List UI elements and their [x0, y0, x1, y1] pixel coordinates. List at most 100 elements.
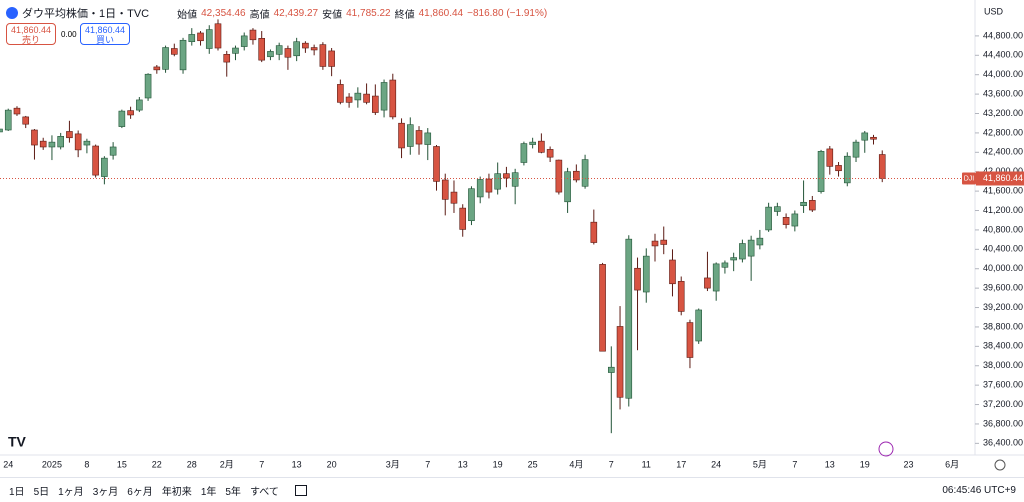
- sell-button[interactable]: 41,860.44 売り: [6, 23, 56, 45]
- candle-body: [118, 110, 126, 127]
- candle-body: [809, 200, 816, 211]
- y-tick-label: 42,800.00: [983, 127, 1023, 137]
- y-tick-label: 42,400.00: [983, 147, 1023, 157]
- candle-body: [249, 29, 257, 41]
- candle-body: [92, 145, 99, 176]
- candle-body: [153, 66, 161, 71]
- range-button[interactable]: 3ヶ月: [92, 487, 119, 498]
- y-tick-label: 43,200.00: [983, 108, 1023, 118]
- candle-body: [389, 79, 397, 118]
- candle-body: [363, 93, 370, 103]
- candle-body: [162, 47, 169, 70]
- candle-body: [22, 116, 30, 125]
- range-button[interactable]: 5日: [33, 487, 50, 498]
- candle-body: [878, 154, 886, 179]
- x-tick-label: 7: [609, 459, 614, 469]
- y-tick-label: 39,200.00: [983, 302, 1023, 312]
- candle-body: [48, 141, 56, 148]
- label: 買い: [95, 35, 114, 45]
- change: −816.80 (−1.91%): [467, 7, 548, 19]
- y-tick-label: 37,200.00: [983, 399, 1023, 409]
- range-button[interactable]: 1ヶ月: [58, 487, 84, 498]
- candle-body: [538, 140, 545, 153]
- x-tick-label: 6月: [945, 459, 959, 469]
- candle-body: [171, 48, 178, 55]
- x-tick-label: 13: [825, 459, 835, 469]
- price: 41,860.44: [10, 25, 52, 35]
- alert-icon[interactable]: [878, 441, 894, 457]
- candle-body: [651, 240, 659, 247]
- x-tick-label: 7: [259, 459, 264, 469]
- candle-body: [232, 47, 239, 54]
- candle-body: [677, 281, 685, 312]
- candle-body: [747, 239, 755, 257]
- settings-icon[interactable]: [994, 459, 1006, 471]
- candle-body: [398, 122, 405, 149]
- candle-body: [372, 95, 379, 113]
- candle-body: [642, 255, 650, 293]
- y-tick-label: 37,600.00: [983, 380, 1023, 390]
- symbol-icon[interactable]: [6, 7, 18, 19]
- y-tick-label: 43,600.00: [983, 88, 1023, 98]
- candle-body: [468, 188, 475, 222]
- x-tick-label: 20: [327, 459, 337, 469]
- candle-body: [441, 179, 449, 200]
- chart: USD TV 36,400.00 36,800.00 37,200.00 37,600…: [0, 0, 1024, 471]
- candle-body: [546, 149, 554, 158]
- candle-body: [101, 157, 108, 177]
- range-button[interactable]: 1日: [9, 487, 25, 498]
- candle-body: [424, 132, 432, 145]
- range-button[interactable]: 年初来: [161, 487, 192, 498]
- candle-body: [144, 73, 152, 99]
- range-button[interactable]: 1年: [200, 487, 217, 498]
- legend: ダウ平均株価・1日・TVC 始値 42,354.46 高値 42,439.27 安値…: [6, 5, 547, 21]
- candle-body: [721, 262, 729, 268]
- x-tick-label: 17: [676, 459, 686, 469]
- y-tick-label: 41,200.00: [983, 205, 1023, 215]
- candle-body: [503, 173, 510, 179]
- candle-body: [310, 47, 318, 51]
- candle-body: [136, 99, 143, 111]
- candle-body: [109, 146, 117, 156]
- candle-body: [800, 201, 807, 206]
- candle-body: [74, 133, 82, 151]
- label: 終値: [394, 9, 415, 21]
- candle-body: [756, 237, 764, 246]
- candle-body: [406, 124, 414, 147]
- candle-body: [573, 170, 580, 181]
- x-tick-label: 2025: [42, 459, 62, 469]
- x-tick-label: 19: [493, 459, 503, 469]
- candle-body: [861, 132, 869, 141]
- candle-body: [607, 366, 615, 373]
- candle-body: [214, 23, 222, 49]
- candle-body: [337, 84, 344, 103]
- calendar-icon[interactable]: [294, 485, 307, 496]
- range-button[interactable]: すべて: [249, 487, 279, 498]
- range-button[interactable]: 5年: [225, 487, 241, 498]
- y-tick-label: 38,000.00: [983, 360, 1023, 370]
- toolbar: 1日 5日 1ヶ月 3ヶ月 6ヶ月 年初来 1年 5年 すべて 06:45:46…: [0, 477, 1024, 502]
- x-tick-label: 28: [187, 459, 197, 469]
- candle-body: [730, 257, 737, 261]
- clock: 06:45:46 UTC+9: [942, 485, 1016, 496]
- logo[interactable]: TV: [8, 434, 27, 450]
- candle-body: [634, 267, 641, 291]
- y-tick-label: 44,400.00: [983, 50, 1023, 60]
- y-tick-label: 41,600.00: [983, 185, 1023, 195]
- candle-body: [450, 191, 458, 204]
- buy-button[interactable]: 41,860.44 買い: [80, 23, 130, 45]
- range-button[interactable]: 6ヶ月: [127, 487, 153, 498]
- currency[interactable]: USD: [984, 6, 1004, 16]
- x-tick-label: 24: [711, 459, 721, 469]
- x-tick-label: 13: [458, 459, 468, 469]
- symbol[interactable]: ダウ平均株価・1日・TVC: [22, 8, 150, 20]
- candle-body: [669, 259, 676, 285]
- x-tick-label: 8: [84, 459, 89, 469]
- candle-body: [826, 148, 834, 167]
- x-tick-label: 25: [528, 459, 538, 469]
- y-tick-label: 44,800.00: [983, 30, 1023, 40]
- candle-body: [240, 35, 248, 47]
- candle-body: [345, 96, 353, 103]
- y-tick-label: 40,000.00: [983, 263, 1023, 273]
